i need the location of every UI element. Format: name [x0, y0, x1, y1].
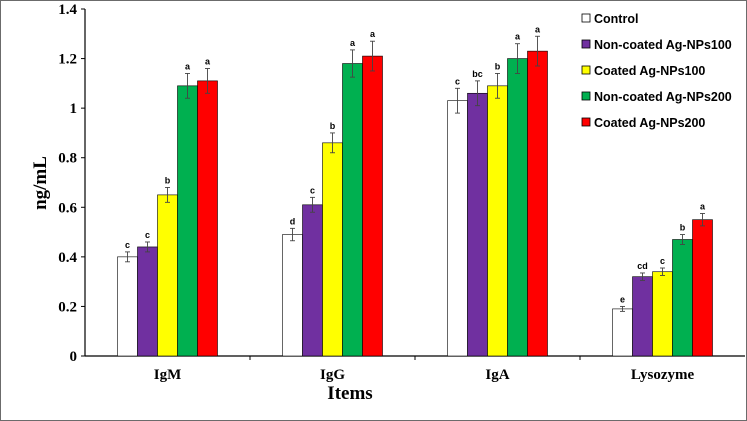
y-tick-label-6: 1.2 [58, 52, 77, 68]
sig-letter-iga-s4: a [535, 24, 541, 34]
bar-igm-s3 [177, 85, 198, 357]
bar-iga-s0 [447, 100, 468, 357]
sig-letter-lysozyme-s3: b [680, 223, 686, 233]
sig-letter-igg-s4: a [370, 29, 376, 39]
y-tick-label-5: 1 [70, 101, 78, 117]
sig-letter-igg-s0: d [290, 216, 296, 226]
legend-label-1: Non-coated Ag-NPs100 [594, 38, 732, 52]
sig-letter-lysozyme-s0: e [620, 294, 625, 304]
legend-label-2: Coated Ag-NPs100 [594, 64, 705, 78]
y-axis-title: ng/mL [30, 156, 51, 210]
sig-letter-igm-s0: c [125, 240, 130, 250]
bar-igm-s1 [137, 246, 158, 357]
sig-letter-iga-s1: bc [472, 69, 483, 79]
sig-letter-igm-s1: c [145, 230, 150, 240]
bar-igg-s4 [362, 55, 383, 357]
bar-igm-s0 [117, 256, 138, 357]
sig-letter-lysozyme-s2: c [660, 256, 665, 266]
x-tick-label-1: IgG [320, 367, 345, 383]
y-tick-label-0: 0 [70, 349, 78, 365]
bar-lysozyme-s2 [652, 271, 673, 357]
y-tick-label-3: 0.6 [58, 200, 77, 216]
legend-label-3: Non-coated Ag-NPs200 [594, 90, 732, 104]
legend-swatch-0 [581, 13, 591, 23]
bar-iga-s4 [527, 50, 548, 357]
sig-letter-igg-s3: a [350, 38, 356, 48]
legend-swatch-2 [581, 65, 591, 75]
legend-swatch-3 [581, 91, 591, 101]
bar-igg-s0 [282, 234, 303, 357]
bar-lysozyme-s4 [692, 219, 713, 357]
bars: c c b a a d c b a a c bc b a a e cd c b a [117, 24, 713, 357]
bar-igm-s2 [157, 194, 178, 357]
sig-letter-igm-s2: b [165, 175, 171, 185]
bar-lysozyme-s0 [612, 308, 633, 357]
sig-letter-iga-s0: c [455, 76, 460, 86]
bar-lysozyme-s3 [672, 239, 693, 357]
sig-letter-lysozyme-s1: cd [637, 261, 648, 271]
bar-igg-s2 [322, 142, 343, 357]
legend-swatch-4 [581, 117, 591, 127]
bar-igg-s3 [342, 63, 363, 357]
bar-iga-s1 [467, 92, 488, 357]
bar-iga-s3 [507, 58, 528, 357]
legend-swatch-1 [581, 39, 591, 49]
sig-letter-iga-s3: a [515, 32, 521, 42]
x-tick-label-2: IgA [485, 367, 509, 383]
x-tick-label-3: Lysozyme [631, 367, 695, 383]
legend: Control Non-coated Ag-NPs100 Coated Ag-NPs… [581, 12, 732, 130]
bar-igm-s4 [197, 80, 218, 357]
sig-letter-igg-s2: b [330, 121, 336, 131]
x-axis-title: Items [327, 383, 372, 404]
bar-iga-s2 [487, 85, 508, 357]
x-tick-label-0: IgM [154, 367, 182, 383]
sig-letter-lysozyme-s4: a [700, 201, 706, 211]
legend-label-0: Control [594, 12, 638, 26]
y-tick-label-4: 0.8 [58, 151, 77, 167]
y-tick-label-1: 0.2 [58, 299, 77, 315]
bar-lysozyme-s1 [632, 276, 653, 357]
y-tick-label-2: 0.4 [58, 250, 77, 266]
sig-letter-igm-s4: a [205, 56, 211, 66]
bar-igg-s1 [302, 204, 323, 357]
legend-label-4: Coated Ag-NPs200 [594, 116, 705, 130]
sig-letter-igm-s3: a [185, 61, 191, 71]
sig-letter-iga-s2: b [495, 61, 501, 71]
y-tick-label-7: 1.4 [58, 2, 77, 18]
sig-letter-igg-s1: c [310, 185, 315, 195]
